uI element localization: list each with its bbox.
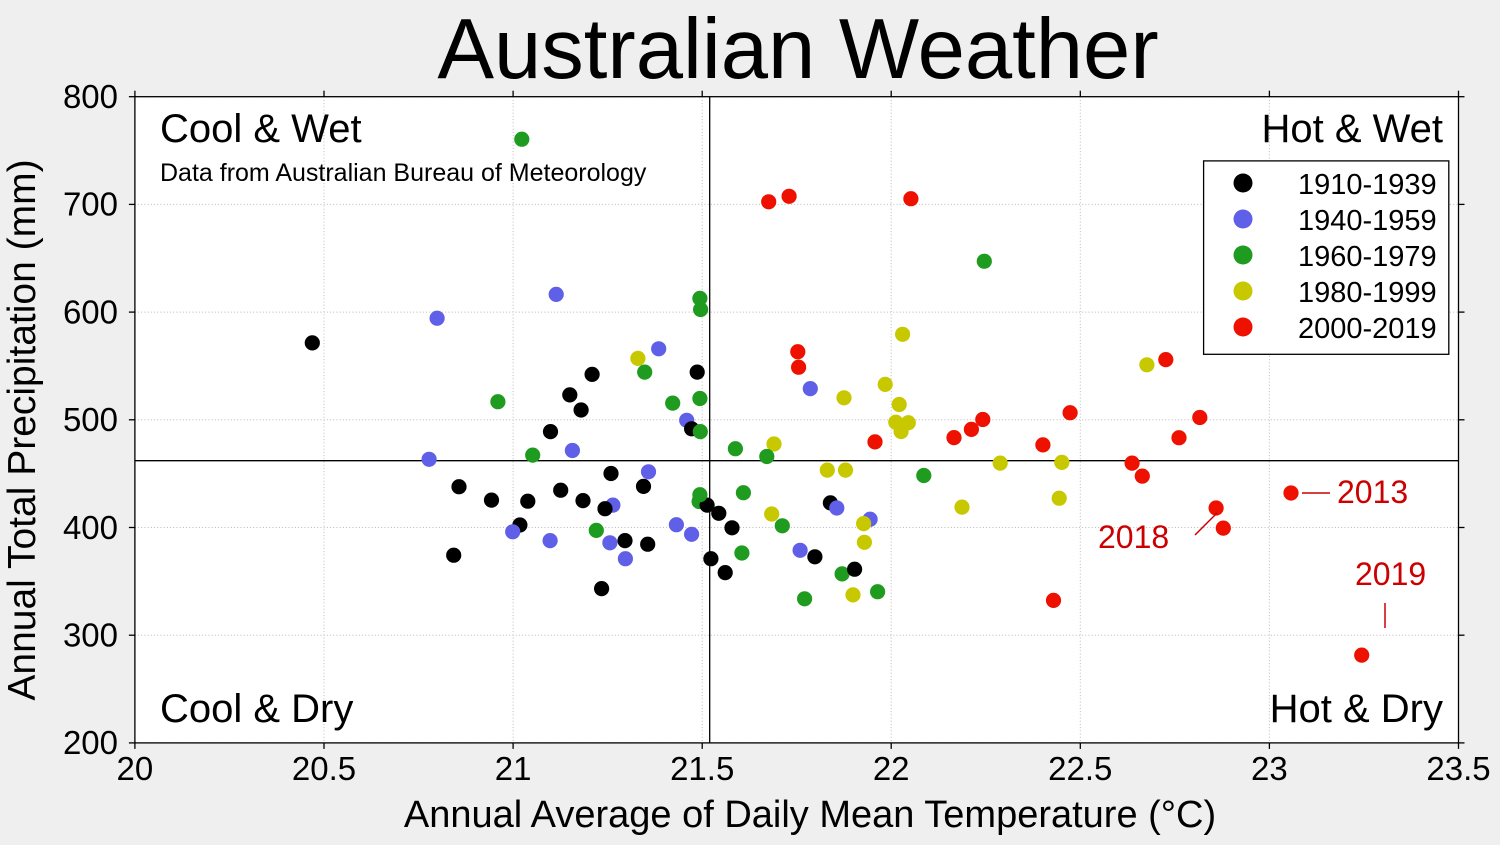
svg-text:21: 21 (495, 750, 532, 787)
svg-text:2013: 2013 (1337, 474, 1408, 510)
svg-text:1960-1979: 1960-1979 (1298, 241, 1437, 273)
svg-text:700: 700 (63, 186, 118, 223)
svg-text:800: 800 (63, 78, 118, 115)
svg-text:2000-2019: 2000-2019 (1298, 313, 1437, 345)
svg-text:21.5: 21.5 (670, 750, 734, 787)
svg-text:Data from Australian Bureau of: Data from Australian Bureau of Meteorolo… (160, 159, 647, 187)
svg-text:22: 22 (873, 750, 910, 787)
svg-text:Cool & Dry: Cool & Dry (160, 687, 353, 731)
svg-text:20.5: 20.5 (292, 750, 356, 787)
svg-text:2018: 2018 (1098, 519, 1169, 555)
svg-text:22.5: 22.5 (1048, 750, 1112, 787)
svg-text:Annual Average of Daily Mean T: Annual Average of Daily Mean Temperature… (404, 794, 1216, 836)
svg-text:300: 300 (63, 617, 118, 654)
svg-text:Hot & Dry: Hot & Dry (1270, 687, 1443, 731)
svg-text:Hot & Wet: Hot & Wet (1261, 107, 1443, 151)
svg-text:23: 23 (1251, 750, 1288, 787)
svg-text:200: 200 (63, 724, 118, 761)
svg-text:1940-1959: 1940-1959 (1298, 205, 1437, 237)
svg-text:20: 20 (117, 750, 154, 787)
svg-text:600: 600 (63, 293, 118, 330)
svg-text:Australian Weather: Australian Weather (437, 2, 1158, 97)
svg-text:1910-1939: 1910-1939 (1298, 169, 1437, 201)
svg-text:1980-1999: 1980-1999 (1298, 277, 1437, 309)
svg-text:Cool & Wet: Cool & Wet (160, 107, 362, 151)
svg-text:500: 500 (63, 401, 118, 438)
svg-text:2019: 2019 (1355, 556, 1426, 592)
svg-text:400: 400 (63, 509, 118, 546)
svg-text:23.5: 23.5 (1426, 750, 1490, 787)
svg-text:Annual Total Precipitation (mm: Annual Total Precipitation (mm) (1, 159, 44, 700)
